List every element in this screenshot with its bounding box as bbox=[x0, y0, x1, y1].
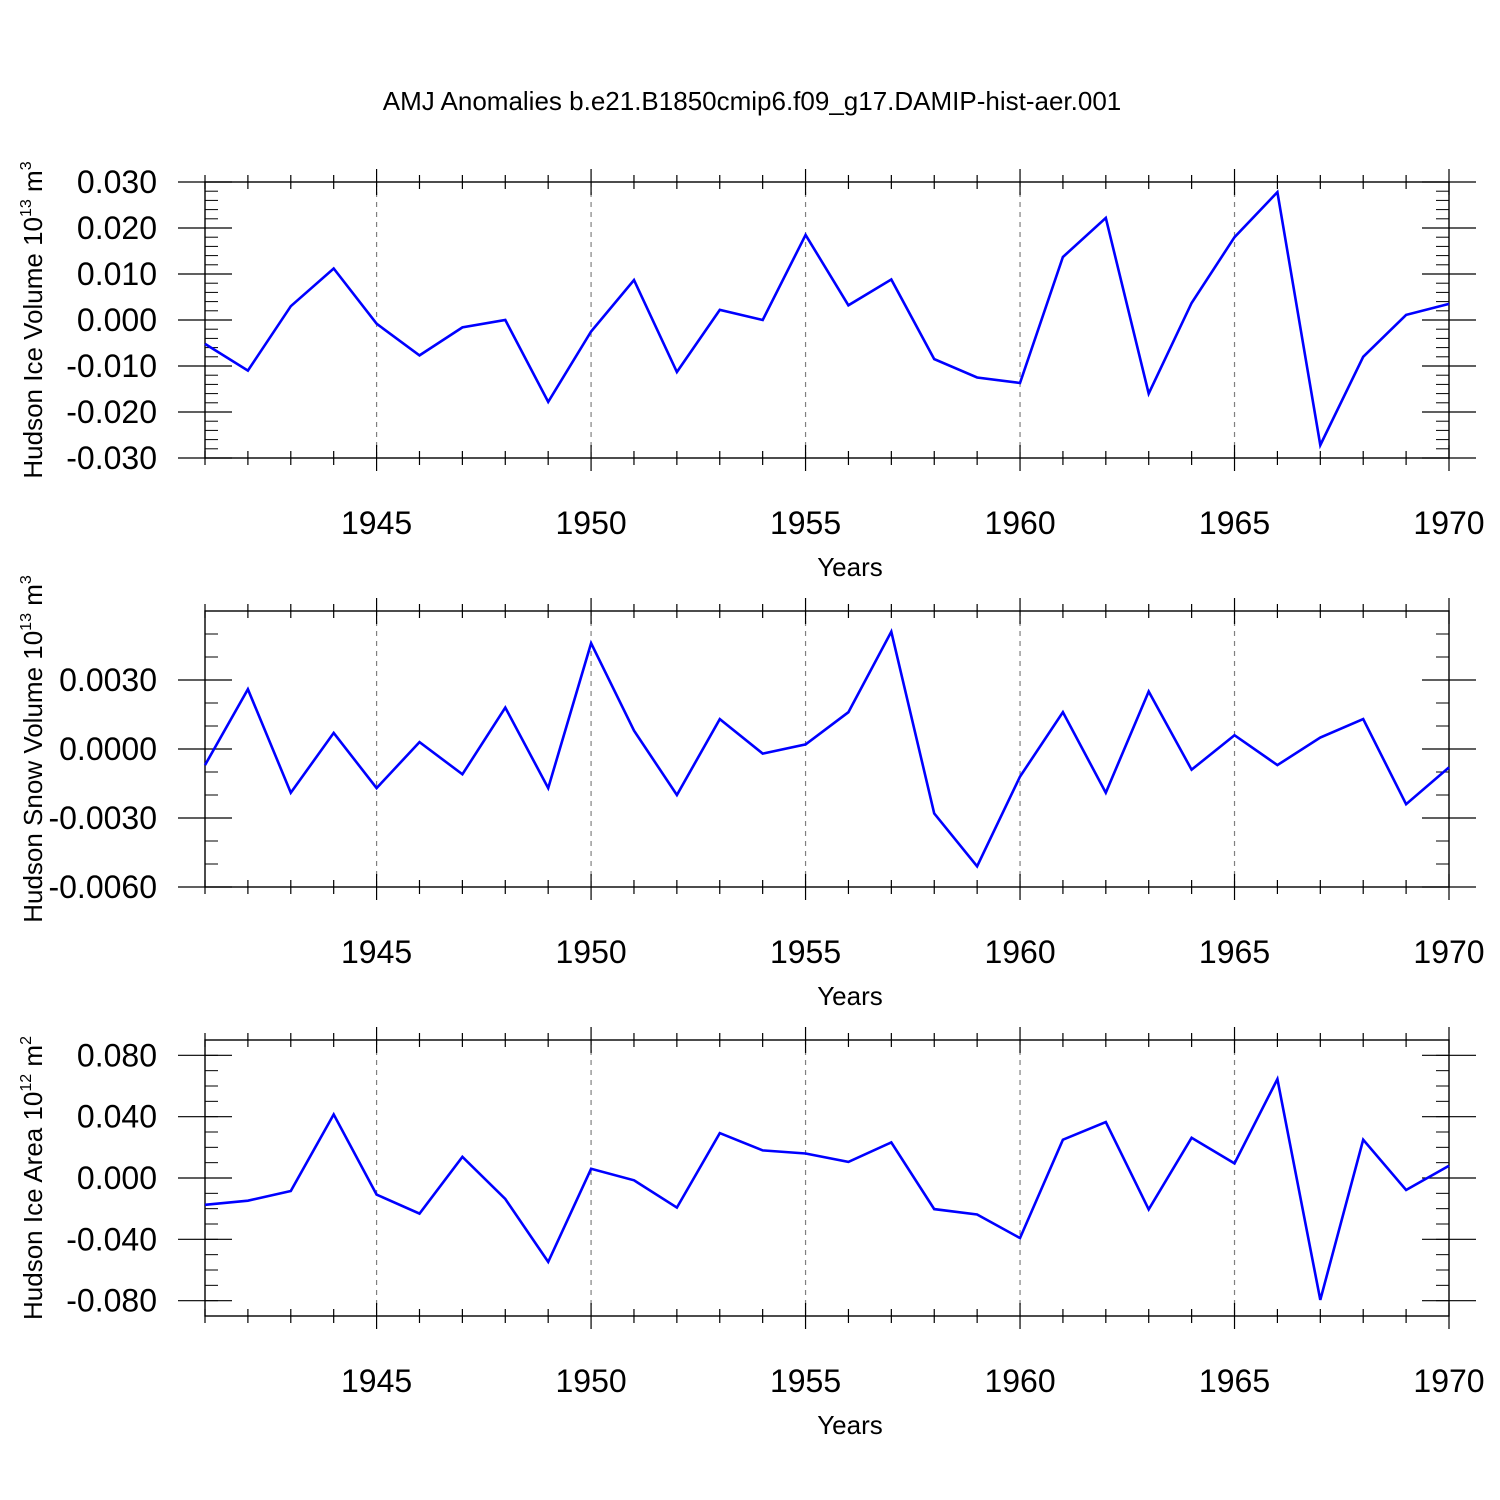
x-tick-label: 1960 bbox=[984, 505, 1055, 541]
x-tick-label: 1945 bbox=[341, 934, 412, 970]
y-tick-label: -0.0030 bbox=[48, 800, 157, 836]
x-tick-label: 1950 bbox=[555, 505, 626, 541]
chart-panel-2: -0.0060 -0.0030 0.0000 0.0030 1945 1950 1955 19… bbox=[18, 575, 1485, 1011]
chart-panel-1: -0.030 -0.020 -0.010 0.000 0.010 0.020 0.030 19… bbox=[18, 161, 1485, 582]
plot-frame bbox=[204, 1039, 1450, 1317]
series-line-1 bbox=[204, 189, 1450, 450]
x-axis-label: Years bbox=[817, 1410, 883, 1440]
y-tick-label: -0.040 bbox=[66, 1221, 157, 1257]
y-tick-label: -0.020 bbox=[66, 394, 157, 430]
x-tick-label: 1970 bbox=[1413, 934, 1484, 970]
y-tick-label: 0.000 bbox=[77, 1160, 157, 1196]
y-tick-label: -0.010 bbox=[66, 348, 157, 384]
figure-title: AMJ Anomalies b.e21.B1850cmip6.f09_g17.D… bbox=[383, 86, 1122, 116]
y-tick-label: 0.000 bbox=[77, 302, 157, 338]
x-tick-label: 1950 bbox=[555, 1363, 626, 1399]
x-tick-label: 1955 bbox=[770, 505, 841, 541]
x-tick-label: 1955 bbox=[770, 1363, 841, 1399]
x-tick-label: 1970 bbox=[1413, 505, 1484, 541]
x-tick-label: 1965 bbox=[1199, 934, 1270, 970]
y-tick-label: 0.030 bbox=[77, 164, 157, 200]
y-tick-label: 0.0000 bbox=[59, 731, 157, 767]
panels: -0.030 -0.020 -0.010 0.000 0.010 0.020 0.030 19… bbox=[18, 161, 1485, 1440]
series-line-1 bbox=[203, 628, 1450, 869]
y-tick-label: -0.080 bbox=[66, 1283, 157, 1319]
x-tick-label: 1965 bbox=[1199, 505, 1270, 541]
x-tick-label: 1945 bbox=[341, 505, 412, 541]
y-tick-label: 0.080 bbox=[77, 1037, 157, 1073]
x-tick-label: 1960 bbox=[984, 934, 1055, 970]
plot-frame bbox=[204, 610, 1450, 888]
x-tick-label: 1965 bbox=[1199, 1363, 1270, 1399]
y-tick-label: 0.0030 bbox=[59, 662, 157, 698]
y-axis-label: Hudson Snow Volume 1013 m3 bbox=[18, 575, 48, 923]
x-tick-label: 1960 bbox=[984, 1363, 1055, 1399]
y-tick-label: -0.030 bbox=[66, 440, 157, 476]
series-line-1 bbox=[204, 1075, 1450, 1301]
y-tick-label: 0.020 bbox=[77, 210, 157, 246]
y-tick-label: 0.010 bbox=[77, 256, 157, 292]
x-tick-label: 1955 bbox=[770, 934, 841, 970]
plot-frame bbox=[204, 181, 1450, 459]
x-axis-label: Years bbox=[817, 981, 883, 1011]
y-tick-label: 0.040 bbox=[77, 1099, 157, 1135]
y-tick-label: -0.0060 bbox=[48, 869, 157, 905]
x-tick-label: 1945 bbox=[341, 1363, 412, 1399]
x-tick-label: 1950 bbox=[555, 934, 626, 970]
x-axis-label: Years bbox=[817, 552, 883, 582]
y-axis-label: Hudson Ice Volume 1013 m3 bbox=[18, 161, 48, 478]
chart-panel-3: -0.080 -0.040 0.000 0.040 0.080 1945 1950 1955 1… bbox=[18, 1027, 1485, 1440]
y-axis-label: Hudson Ice Area 1012 m2 bbox=[18, 1036, 48, 1320]
x-tick-label: 1970 bbox=[1413, 1363, 1484, 1399]
